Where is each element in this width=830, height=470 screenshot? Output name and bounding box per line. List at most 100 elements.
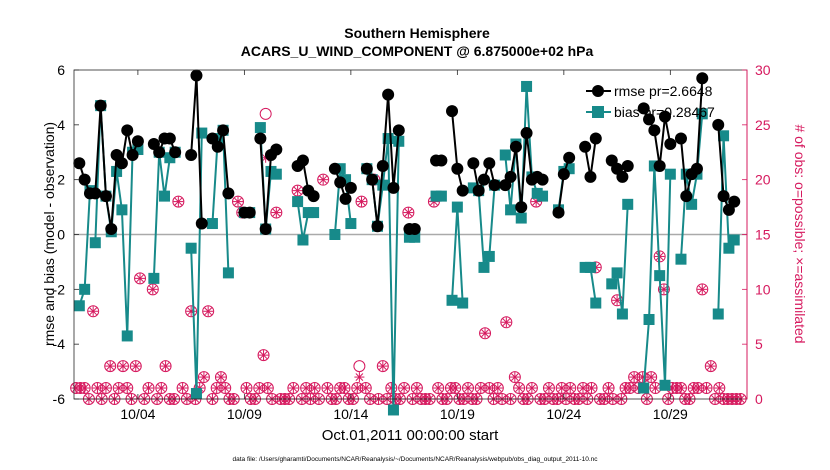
y2-tick-label: 10 [755, 281, 771, 297]
rmse-point [643, 113, 656, 126]
rmse-point [557, 168, 570, 181]
obs-possible-marker [87, 305, 100, 318]
obs-possible-marker [142, 382, 155, 395]
rmse-point [94, 99, 107, 112]
obs-possible-marker [261, 382, 274, 395]
obs-assimilated-marker [143, 383, 154, 394]
obs-assimilated-marker [318, 174, 329, 185]
obs-assimilated-marker [117, 361, 128, 372]
obs-assimilated-marker [309, 383, 320, 394]
rmse-point [653, 159, 666, 172]
obs-assimilated-marker [578, 383, 589, 394]
rmse-point [211, 140, 224, 153]
obs-assimilated-marker [526, 383, 537, 394]
rmse-point [435, 154, 448, 167]
obs-possible-marker [308, 382, 321, 395]
rmse-point [89, 187, 102, 200]
obs-possible-marker [696, 283, 709, 296]
obs-possible-marker [104, 360, 117, 373]
bias-point [116, 204, 128, 216]
obs-assimilated-marker [288, 383, 299, 394]
obs-possible-marker [402, 206, 415, 219]
bias-point [382, 133, 394, 145]
rmse-point [254, 132, 267, 145]
rmse-point [696, 72, 709, 85]
obs-possible-marker [410, 382, 423, 395]
rmse-point [563, 151, 576, 164]
obs-possible-marker [240, 382, 253, 395]
y2-tick-label: 5 [755, 336, 763, 352]
bias-point [329, 229, 341, 240]
bias-point [515, 212, 527, 224]
data-file-footnote: data file: /Users/gharamti/Documents/NCA… [233, 456, 599, 463]
rmse-point [195, 217, 208, 230]
obs-possible-marker [645, 371, 658, 384]
obs-assimilated-marker [675, 383, 686, 394]
bias-point [728, 234, 740, 246]
bias-point [222, 267, 234, 279]
obs-assimilated-marker [399, 383, 410, 394]
bias-point [387, 404, 399, 416]
y2-tick-label: 20 [755, 172, 771, 188]
bias-point [478, 261, 490, 273]
legend-rmse-marker [592, 85, 604, 97]
obs-assimilated-marker [492, 383, 503, 394]
obs-assimilated-marker [411, 383, 422, 394]
rmse-point [621, 159, 634, 172]
y-tick-label: -2 [53, 281, 66, 297]
obs-assimilated-marker [586, 383, 597, 394]
obs-possible-marker [525, 382, 538, 395]
rmse-point [446, 105, 459, 118]
rmse-point [728, 195, 741, 208]
bias-point [616, 308, 628, 320]
rmse-point [616, 170, 629, 183]
bias-point [345, 218, 357, 230]
rmse-point [115, 157, 128, 170]
obs-assimilated-marker [241, 383, 252, 394]
rmse-point [488, 179, 501, 192]
obs-possible-marker [116, 360, 129, 373]
obs-possible-marker [713, 382, 726, 395]
rmse-point [371, 220, 384, 233]
obs-possible-marker [500, 316, 513, 329]
rmse-point [504, 170, 517, 183]
bias-point [499, 149, 511, 161]
bias-point [79, 283, 91, 295]
bias-point [254, 122, 266, 134]
obs-possible-marker [202, 305, 215, 318]
obs-possible-marker [508, 371, 521, 384]
obs-assimilated-marker [714, 383, 725, 394]
obs-possible-marker [359, 382, 372, 395]
rmse-point [477, 173, 490, 186]
obs-possible-marker [353, 360, 366, 373]
bias-line-segment [642, 164, 672, 389]
obs-assimilated-marker [198, 372, 209, 383]
rmse-point [392, 124, 405, 137]
rmse-point [163, 132, 176, 145]
rmse-point [243, 206, 256, 219]
rmse-point [222, 187, 235, 200]
obs-possible-marker [513, 382, 526, 395]
rmse-point [520, 127, 533, 140]
rmse-point [456, 184, 469, 197]
obs-possible-marker [129, 360, 142, 373]
bias-point [435, 190, 447, 202]
obs-possible-marker [78, 382, 91, 395]
obs-assimilated-marker [501, 317, 512, 328]
obs-possible-marker [449, 382, 462, 395]
bias-point [654, 270, 666, 282]
obs-possible-marker [287, 382, 300, 395]
obs-assimilated-marker [322, 383, 333, 394]
rmse-point [552, 206, 565, 219]
rmse-point [376, 159, 389, 172]
obs-possible-marker [700, 382, 713, 395]
y-tick-label: -4 [53, 336, 66, 352]
rmse-point [387, 181, 400, 194]
bias-point [190, 388, 202, 400]
obs-assimilated-marker [220, 383, 231, 394]
bias-point [664, 168, 676, 180]
obs-assimilated-marker [603, 383, 614, 394]
obs-assimilated-marker [377, 361, 388, 372]
bias-point [206, 218, 218, 230]
obs-possible-marker [398, 382, 411, 395]
